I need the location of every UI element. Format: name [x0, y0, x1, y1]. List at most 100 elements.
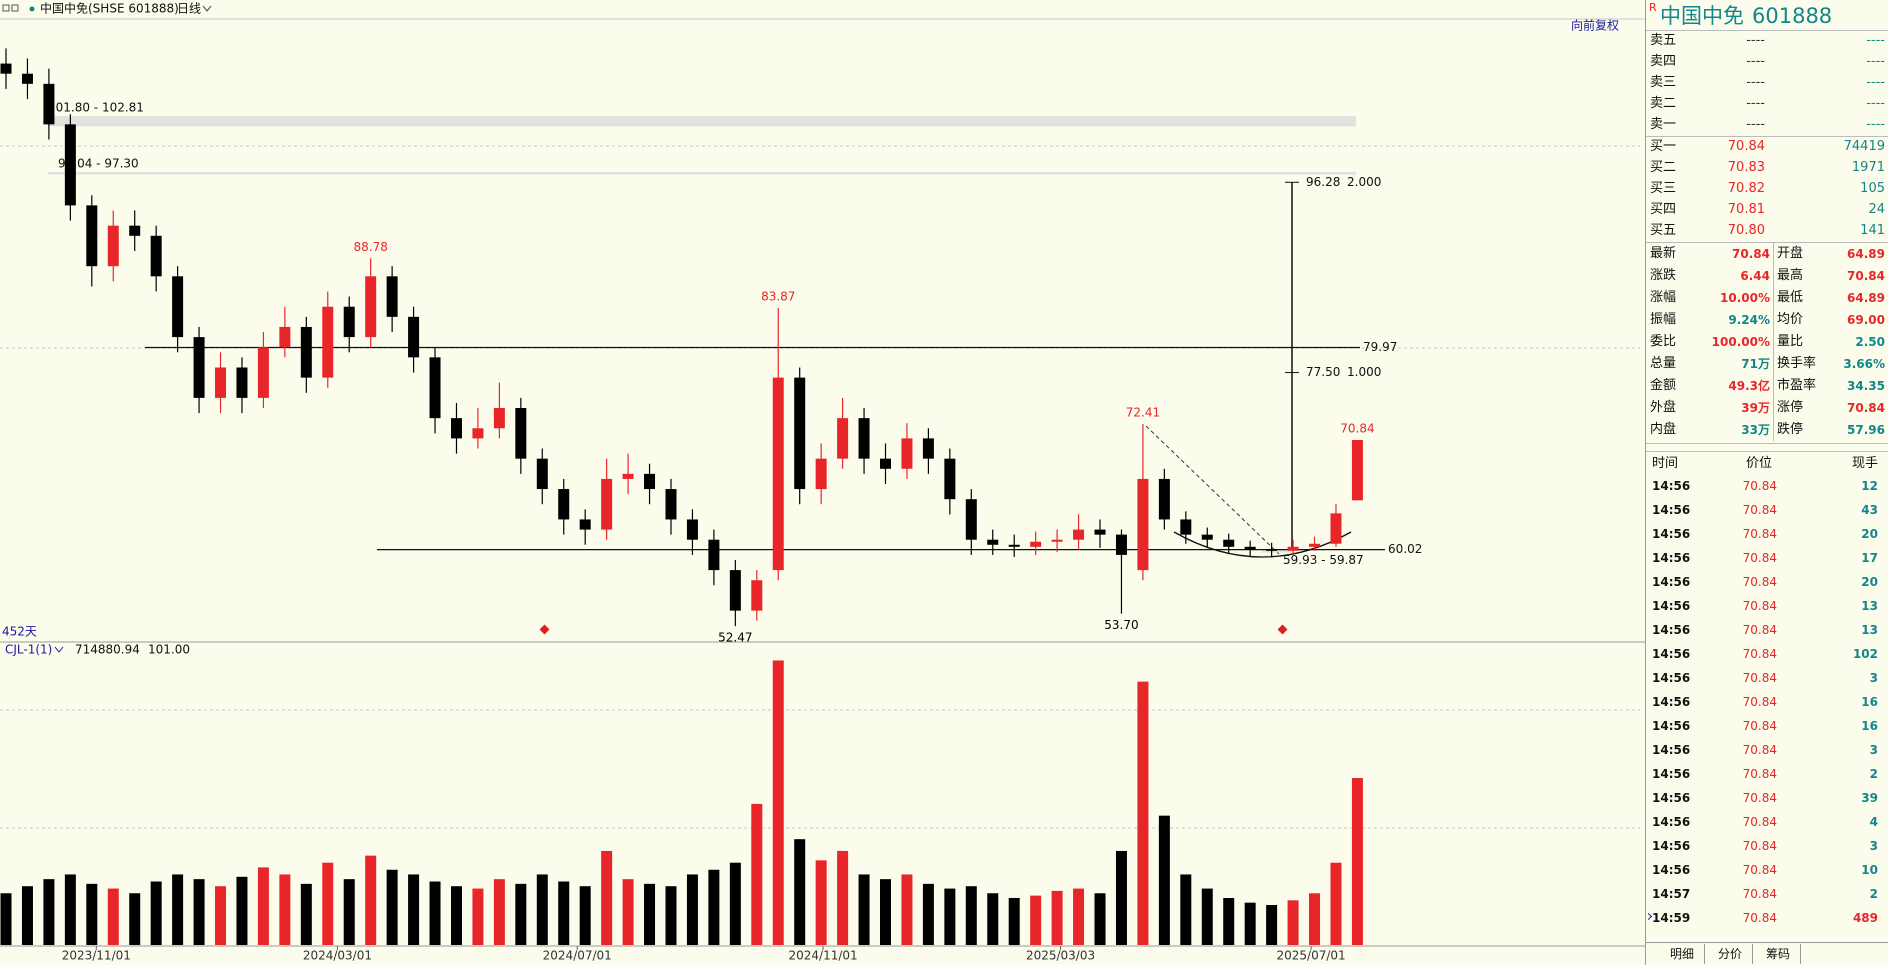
candle-body — [21, 73, 33, 84]
candle-body — [579, 519, 591, 530]
volume-bar — [1137, 681, 1149, 945]
trend-line — [1145, 425, 1280, 555]
volume-bar — [1287, 900, 1299, 945]
stat-value: 70.84 — [1847, 269, 1885, 283]
candle-body — [257, 347, 269, 398]
trades-header: 现手 — [1851, 456, 1878, 471]
candle-body — [64, 124, 76, 206]
chart-title: 中国中免(SHSE 601888) — [40, 1, 179, 16]
trade-price: 70.84 — [1742, 839, 1777, 853]
candle-body — [965, 499, 977, 540]
zone-label: 97.04 - 97.30 — [58, 156, 139, 170]
stat-label: 量比 — [1777, 334, 1804, 349]
candle-body — [1115, 534, 1127, 555]
divider — [1646, 242, 1888, 243]
trade-volume: 39 — [1861, 791, 1878, 805]
candle-body — [880, 458, 892, 469]
volume-bar — [1051, 890, 1063, 945]
stat-label: 涨停 — [1777, 400, 1804, 415]
candle-body — [1244, 546, 1256, 550]
volume-bar — [1309, 893, 1321, 945]
candle-body — [0, 63, 12, 74]
bid-label: 买五 — [1650, 223, 1677, 238]
volume-bar — [1115, 850, 1127, 945]
volume-bar — [300, 883, 312, 945]
x-tick-label: 2024/07/01 — [543, 949, 612, 963]
candle-body — [408, 316, 420, 358]
measure-ratio: 1.000 — [1347, 365, 1381, 379]
tab[interactable]: 筹码 — [1756, 944, 1801, 964]
stat-value: 34.35 — [1847, 379, 1885, 393]
span-label: 452天 — [2, 625, 37, 639]
divider — [1646, 30, 1888, 31]
x-tick-label: 2024/03/01 — [303, 949, 372, 963]
trade-volume: 2 — [1869, 887, 1878, 901]
volume-bar — [21, 886, 33, 945]
volume-bar — [1244, 902, 1256, 945]
candle-body — [665, 489, 677, 520]
tab[interactable]: 分价 — [1708, 944, 1753, 964]
volume-bar — [1073, 888, 1085, 945]
volume-bar — [965, 886, 977, 945]
trade-time: 14:59 — [1652, 911, 1691, 925]
stat-label: 内盘 — [1650, 422, 1677, 437]
trade-time: 14:56 — [1652, 743, 1691, 757]
candle-body — [343, 306, 355, 338]
trade-volume: 3 — [1869, 743, 1878, 757]
volume-bar — [429, 881, 441, 945]
volume-bar — [1158, 815, 1170, 945]
ask-volume: ---- — [1866, 96, 1885, 111]
volume-bar — [880, 879, 892, 945]
dropdown-icon[interactable] — [202, 5, 212, 12]
stat-label: 振幅 — [1650, 312, 1677, 327]
candle-body — [644, 473, 656, 490]
stat-value: 33万 — [1741, 423, 1770, 437]
volume-bar — [64, 874, 76, 945]
ask-price: ---- — [1746, 33, 1765, 48]
divider — [1773, 243, 1774, 441]
volume-bar — [708, 869, 720, 945]
status-dot — [29, 6, 35, 12]
stat-value: 49.3亿 — [1728, 379, 1770, 393]
candle-body — [1201, 534, 1213, 540]
candle-body — [558, 489, 570, 520]
volume-bar — [1351, 778, 1363, 945]
zone-label: 59.93 - 59.87 — [1283, 553, 1364, 567]
dropdown-icon[interactable] — [54, 646, 64, 653]
volume-bar — [1201, 888, 1213, 945]
period: 日线 — [177, 2, 201, 16]
trade-volume: 20 — [1861, 575, 1878, 589]
volume-bar — [622, 879, 634, 945]
measure-label: 96.28 — [1306, 175, 1340, 189]
volume-bar — [536, 874, 548, 945]
ask-price: ---- — [1746, 75, 1765, 90]
trade-price: 70.84 — [1742, 671, 1777, 685]
bid-price: 70.81 — [1727, 202, 1765, 217]
volume-bar — [193, 879, 205, 945]
candle-body — [1008, 544, 1020, 547]
candle-body — [300, 326, 312, 378]
stat-value: 100.00% — [1711, 335, 1770, 349]
tab[interactable]: 明细 — [1660, 944, 1705, 964]
ask-price: ---- — [1746, 54, 1765, 69]
price-zone — [48, 116, 1356, 127]
candle-body — [729, 570, 741, 611]
stat-label: 最低 — [1777, 290, 1804, 305]
indicator-readout: 101.00 — [148, 643, 190, 657]
stat-value: 2.50 — [1855, 335, 1885, 349]
trade-time: 14:56 — [1652, 503, 1691, 517]
bid-label: 买四 — [1650, 202, 1677, 217]
stat-label: 最新 — [1650, 246, 1677, 261]
trade-price: 70.84 — [1742, 623, 1777, 637]
candle-body — [1223, 539, 1235, 547]
trade-volume: 102 — [1852, 647, 1878, 661]
candle-body — [150, 235, 162, 277]
candle-body — [172, 276, 184, 338]
volume-bar — [515, 883, 527, 945]
peak-label: 83.87 — [761, 290, 795, 304]
x-tick-label: 2025/07/01 — [1277, 949, 1346, 963]
candle-body — [1330, 513, 1342, 544]
stat-label: 委比 — [1650, 334, 1677, 349]
zone-label: 101.80 - 102.81 — [48, 101, 144, 115]
